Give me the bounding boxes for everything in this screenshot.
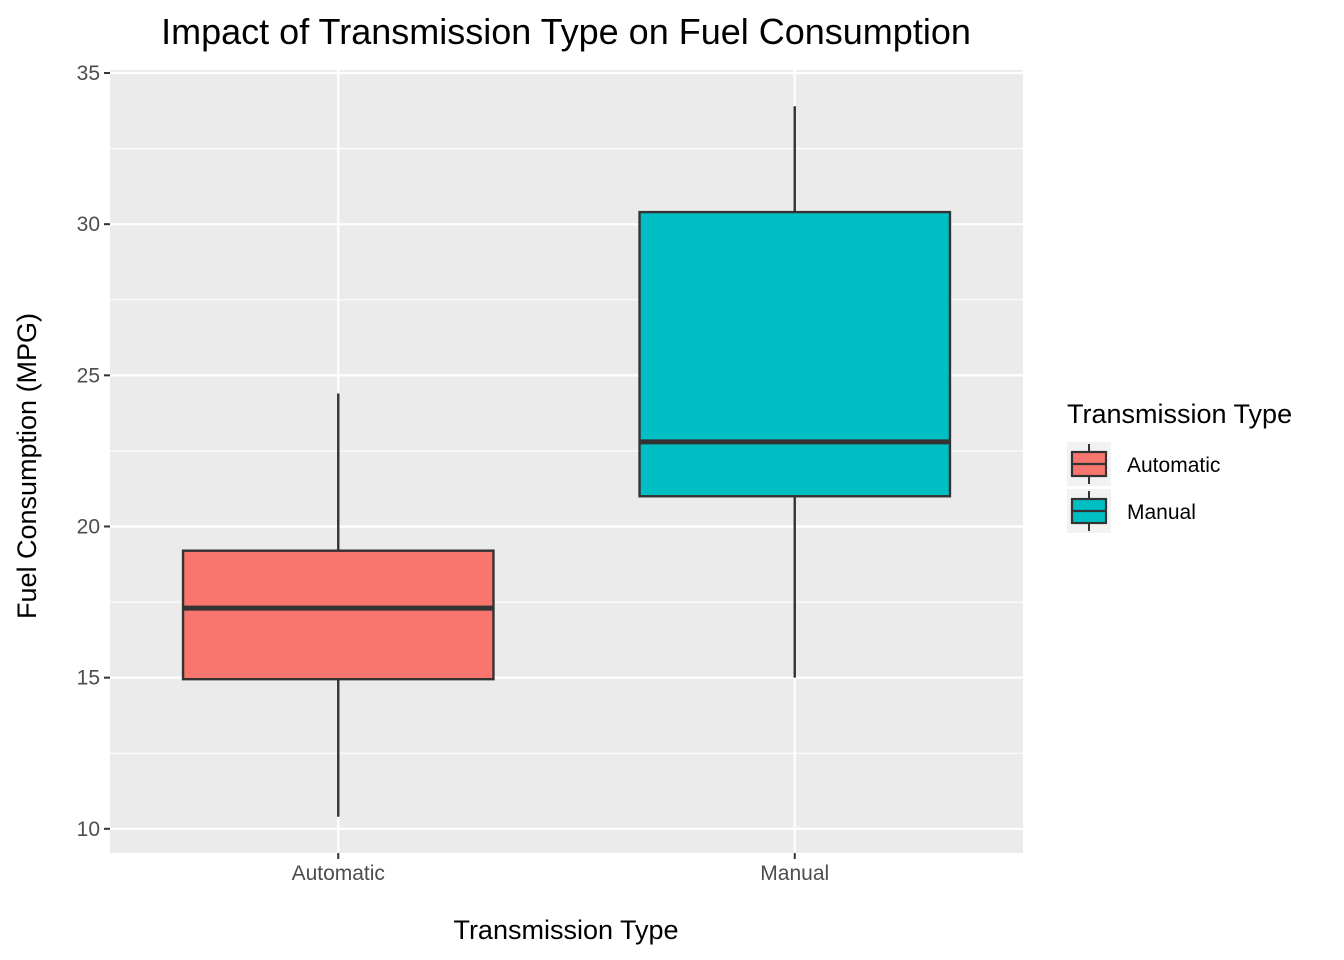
y-axis-title: Fuel Consumption (MPG)	[12, 313, 42, 619]
y-tick-label: 35	[77, 62, 100, 85]
legend: Transmission Type Automatic Manual	[1067, 399, 1292, 533]
y-tick-label: 30	[77, 213, 100, 236]
legend-item-automatic: Automatic	[1067, 442, 1220, 486]
legend-label: Manual	[1127, 501, 1196, 524]
chart-title: Impact of Transmission Type on Fuel Cons…	[161, 11, 971, 52]
box-layer	[181, 106, 952, 817]
y-tick-label: 15	[77, 667, 100, 690]
legend-items: Automatic Manual	[1067, 442, 1220, 533]
y-tick-label: 10	[77, 818, 100, 841]
legend-title: Transmission Type	[1067, 399, 1292, 429]
y-tick-label: 25	[77, 364, 100, 387]
box-manual	[638, 106, 952, 678]
x-tick-label: Automatic	[292, 862, 385, 885]
x-tick-label: Manual	[760, 862, 829, 885]
y-tick-label: 20	[77, 515, 100, 538]
legend-item-manual: Manual	[1067, 489, 1196, 533]
legend-label: Automatic	[1127, 454, 1220, 477]
iqr-box	[181, 549, 495, 681]
axis-layer: 10 15 20 25 30 35 Automatic Manual	[77, 62, 830, 885]
box-automatic	[181, 393, 495, 817]
x-axis-title: Transmission Type	[453, 915, 678, 945]
iqr-box	[638, 210, 952, 498]
